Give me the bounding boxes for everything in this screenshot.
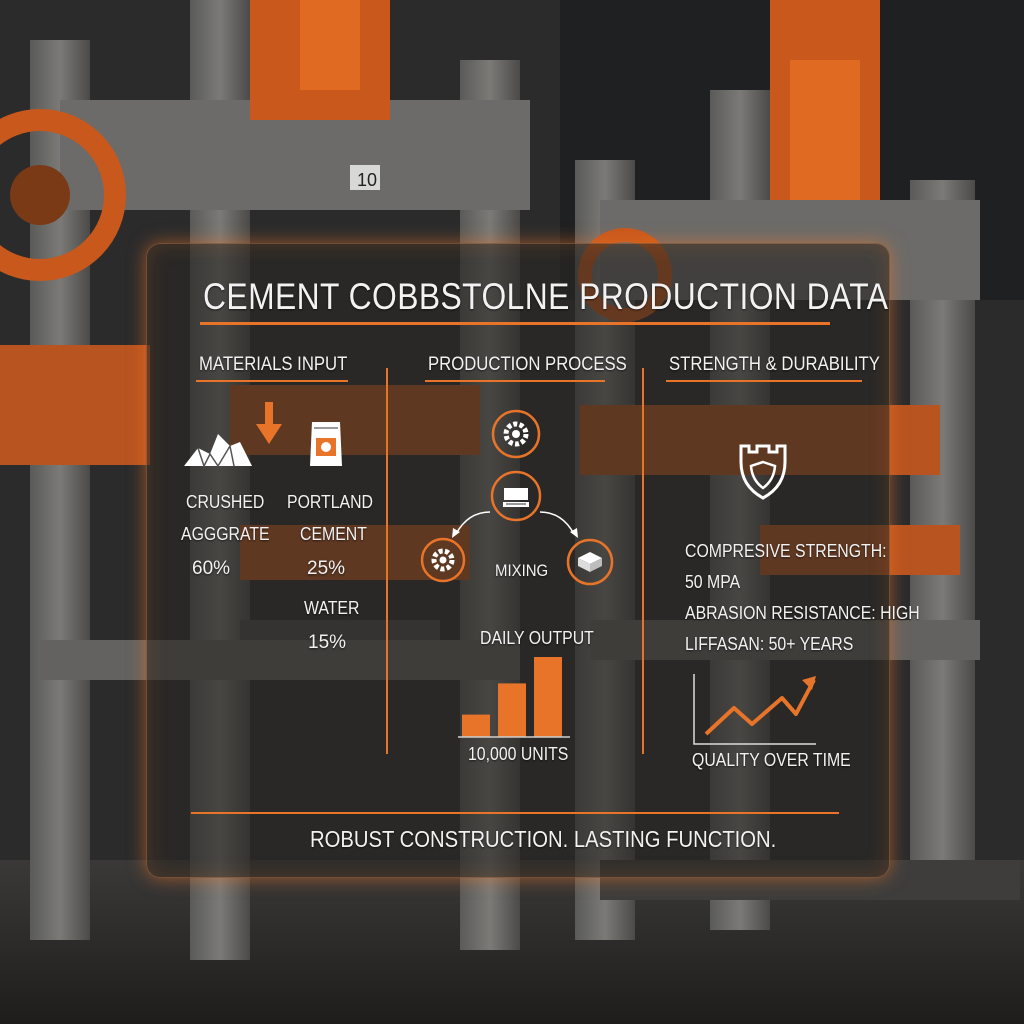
aggregate-label-line1: CRUSHED [186, 492, 265, 512]
output-bar [462, 714, 490, 737]
materials-underline [196, 380, 348, 382]
strength-underline [666, 380, 862, 382]
footer-rule [191, 812, 839, 814]
daily-output-label: DAILY OUTPUT [480, 628, 594, 648]
shield-tower-icon [739, 444, 787, 500]
process-flow-arrows [452, 511, 578, 538]
daily-output-value: 10,000 UNITS [468, 744, 569, 764]
strength-header: STRENGTH & DURABILITY [669, 354, 880, 375]
column-divider-1 [386, 368, 388, 754]
trend-up-icon [693, 674, 816, 745]
abrasion-resistance: ABRASION RESISTANCE: HIGH [685, 603, 920, 623]
info-panel [146, 243, 890, 878]
compressive-strength-label: COMPRESIVE STRENGTH: [685, 541, 887, 561]
machine-plate: 10 [357, 170, 377, 190]
down-arrow-icon [256, 402, 282, 444]
page-title: CEMENT COBBSTOLNE PRODUCTION DATA [203, 276, 889, 317]
brick-icon [566, 538, 614, 586]
output-bar [498, 683, 526, 737]
mold-box-icon [490, 470, 542, 522]
gear-icon [491, 409, 541, 459]
compressive-strength-value: 50 MPA [685, 572, 741, 592]
daily-output-chart [458, 657, 570, 738]
mixing-label: MIXING [495, 561, 549, 580]
output-bar [534, 657, 562, 737]
cement-percent: 25% [307, 558, 346, 579]
footer-tagline: ROBUST CONSTRUCTION. LASTING FUNCTION. [310, 826, 777, 852]
process-underline [425, 380, 605, 382]
process-header: PRODUCTION PROCESS [428, 354, 627, 375]
aggregate-percent: 60% [192, 558, 231, 579]
title-underline [200, 322, 830, 325]
gear-icon [420, 537, 466, 583]
quality-over-time-label: QUALITY OVER TIME [692, 750, 851, 770]
cement-label-line1: PORTLAND [287, 492, 373, 512]
column-divider-2 [642, 368, 644, 754]
cement-label-line2: CEMENT [300, 524, 367, 544]
water-label: WATER [304, 598, 360, 618]
lifespan: LIFFASAN: 50+ YEARS [685, 634, 854, 654]
aggregate-label-line2: AGGGRATE [181, 524, 270, 544]
aggregate-pile-icon [184, 434, 252, 468]
materials-header: MATERIALS INPUT [199, 354, 348, 375]
cement-bag-icon [310, 422, 342, 466]
water-percent: 15% [308, 632, 347, 653]
